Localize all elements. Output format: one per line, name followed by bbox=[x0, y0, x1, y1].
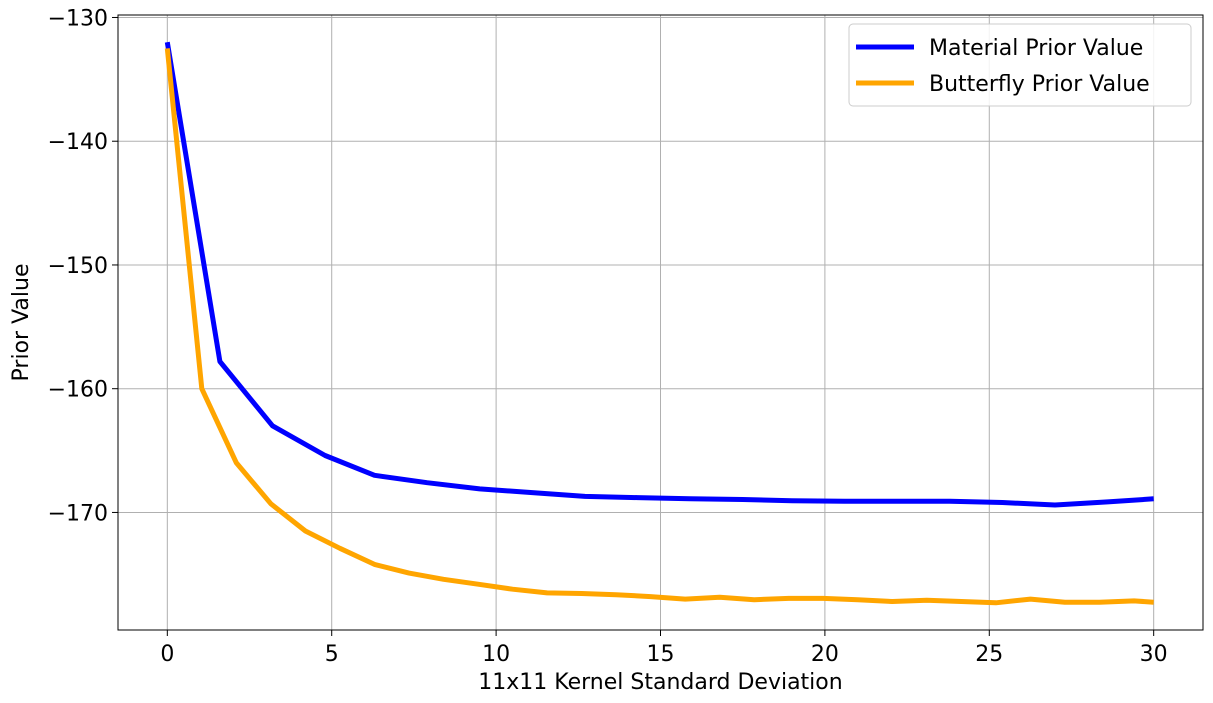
legend: Material Prior Value Butterfly Prior Val… bbox=[848, 23, 1192, 107]
y-tick-label: −130 bbox=[48, 6, 108, 31]
grid bbox=[118, 15, 1203, 630]
legend-label-butterfly: Butterfly Prior Value bbox=[929, 72, 1150, 97]
x-axis-label: 11x11 Kernel Standard Deviation bbox=[478, 670, 842, 695]
legend-label-material: Material Prior Value bbox=[929, 36, 1143, 61]
x-tick-label: 25 bbox=[975, 642, 1003, 667]
legend-box bbox=[848, 23, 1192, 107]
series-line-0 bbox=[164, 41, 1154, 508]
y-tick-label: −160 bbox=[48, 378, 108, 403]
x-tick-label: 10 bbox=[482, 642, 510, 667]
x-tick-label: 20 bbox=[811, 642, 839, 667]
plot-series bbox=[164, 41, 1154, 606]
x-tick-label: 15 bbox=[647, 642, 675, 667]
x-tick-label: 30 bbox=[1140, 642, 1168, 667]
series-line-1 bbox=[164, 48, 1154, 606]
x-tick-label: 5 bbox=[325, 642, 339, 667]
y-tick-label: −140 bbox=[48, 130, 108, 155]
y-tick-label: −150 bbox=[48, 254, 108, 279]
y-axis-label: Prior Value bbox=[9, 264, 34, 382]
y-tick-label: −170 bbox=[48, 501, 108, 526]
axis-ticks: 0 5 10 15 20 25 30 −130 −140 −150 −160 −170 bbox=[48, 6, 1168, 667]
x-tick-label: 0 bbox=[160, 642, 174, 667]
